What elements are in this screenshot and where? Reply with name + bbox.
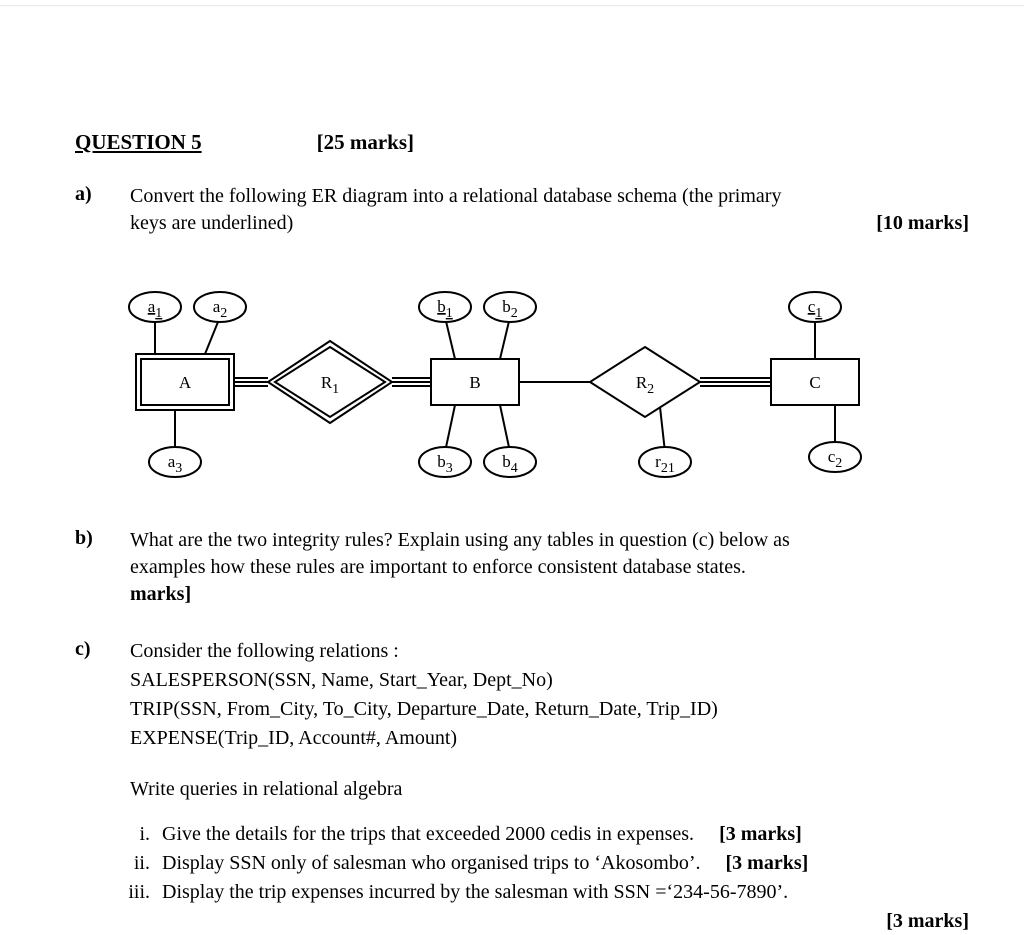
- part-c-intro: Consider the following relations :: [130, 640, 399, 662]
- part-a: a) Convert the following ER diagram into…: [75, 183, 969, 237]
- sub-ii: ii. Display SSN only of salesman who org…: [105, 850, 969, 877]
- sub-ii-text: Display SSN only of salesman who organis…: [162, 850, 969, 877]
- sub-i-num: i.: [105, 821, 162, 848]
- part-b-marks: marks]: [130, 583, 191, 605]
- part-a-text-1: Convert the following ER diagram into a …: [130, 185, 781, 207]
- part-c: c) Consider the following relations : SA…: [75, 638, 969, 935]
- page: QUESTION 5 [25 marks] a) Convert the fol…: [0, 0, 1024, 929]
- question-content: QUESTION 5 [25 marks] a) Convert the fol…: [75, 130, 969, 935]
- sub-iii-text: Display the trip expenses incurred by th…: [162, 879, 969, 906]
- part-a-body: Convert the following ER diagram into a …: [130, 183, 969, 237]
- part-c-write: Write queries in relational algebra: [130, 776, 969, 803]
- relation-trip: TRIP(SSN, From_City, To_City, Departure_…: [130, 696, 969, 723]
- question-title: QUESTION 5: [75, 130, 202, 155]
- sub-ii-num: ii.: [105, 850, 162, 877]
- sub-ii-marks: [3 marks]: [726, 852, 809, 874]
- er-diagram-svg: a1a2a3b1b2b3b4r21c1c2R1R2ABC: [75, 272, 915, 492]
- part-b-body: What are the two integrity rules? Explai…: [130, 527, 969, 608]
- part-c-body: Consider the following relations : SALES…: [130, 638, 969, 935]
- part-a-label: a): [75, 183, 130, 237]
- svg-text:C: C: [809, 373, 820, 392]
- sub-i-marks: [3 marks]: [719, 823, 802, 845]
- question-header: QUESTION 5 [25 marks]: [75, 130, 969, 155]
- part-a-marks: [10 marks]: [876, 210, 969, 237]
- question-total-marks: [25 marks]: [317, 130, 414, 155]
- part-a-text-2: keys are underlined): [130, 212, 293, 234]
- sub-iii: iii. Display the trip expenses incurred …: [105, 879, 969, 906]
- sub-i: i. Give the details for the trips that e…: [105, 821, 969, 848]
- part-b: b) What are the two integrity rules? Exp…: [75, 527, 969, 608]
- relation-salesperson: SALESPERSON(SSN, Name, Start_Year, Dept_…: [130, 667, 969, 694]
- relation-expense: EXPENSE(Trip_ID, Account#, Amount): [130, 725, 969, 752]
- part-b-line2: examples how these rules are important t…: [130, 556, 746, 578]
- part-b-line1: What are the two integrity rules? Explai…: [130, 529, 790, 551]
- page-top-divider: [0, 5, 1024, 7]
- er-diagram: a1a2a3b1b2b3b4r21c1c2R1R2ABC: [75, 272, 915, 492]
- sub-iii-num: iii.: [105, 879, 162, 906]
- svg-text:B: B: [469, 373, 480, 392]
- part-b-label: b): [75, 527, 130, 608]
- part-c-sublist: i. Give the details for the trips that e…: [105, 821, 969, 935]
- sub-i-text: Give the details for the trips that exce…: [162, 821, 969, 848]
- sub-iii-marks-row: [3 marks]: [105, 908, 969, 935]
- svg-text:A: A: [179, 373, 192, 392]
